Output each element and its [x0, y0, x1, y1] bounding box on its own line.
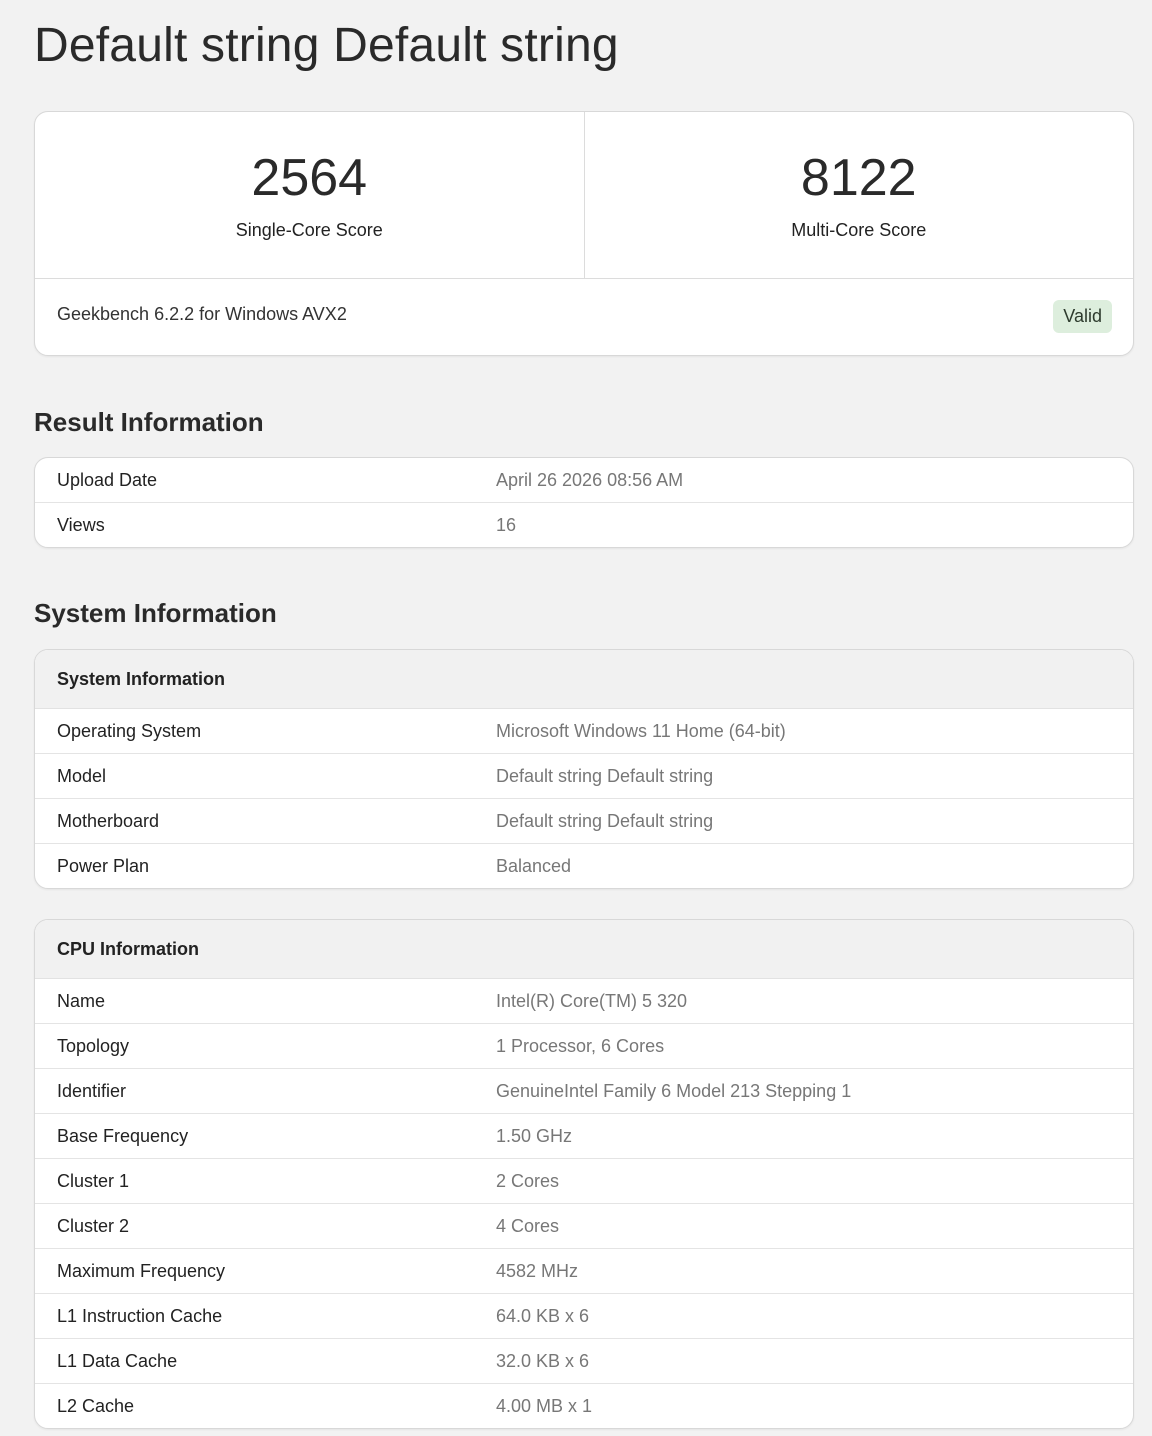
row-value: April 26 2026 08:56 AM — [496, 469, 684, 490]
system-information-heading: System Information — [34, 598, 277, 628]
row-value: 1 Processor, 6 Cores — [496, 1035, 665, 1056]
row-value: 4.00 MB x 1 — [496, 1395, 593, 1416]
table-row: L2 Cache 4.00 MB x 1 — [35, 1384, 1133, 1428]
row-value: 4 Cores — [496, 1215, 560, 1236]
row-value: 64.0 KB x 6 — [496, 1305, 590, 1326]
row-label: L1 Instruction Cache — [57, 1305, 223, 1326]
row-label: Identifier — [57, 1080, 127, 1101]
table-row: Identifier GenuineIntel Family 6 Model 21… — [35, 1069, 1133, 1114]
table-row: Upload Date April 26 2026 08:56 AM — [35, 458, 1133, 503]
row-label: Name — [57, 990, 106, 1011]
single-core-score: 2564 Single-Core Score — [35, 112, 584, 278]
table-row: L1 Data Cache 32.0 KB x 6 — [35, 1339, 1133, 1384]
cpu-information-table: CPU Information Name Intel(R) Core(TM) 5 … — [34, 919, 1134, 1429]
multi-core-label: Multi-Core Score — [791, 220, 927, 240]
row-value: GenuineIntel Family 6 Model 213 Stepping… — [496, 1080, 852, 1101]
single-core-label: Single-Core Score — [235, 220, 383, 240]
row-value: 1.50 GHz — [496, 1125, 573, 1146]
table-row: Model Default string Default string — [35, 754, 1133, 799]
system-information-table: System Information Operating System Micro… — [34, 649, 1134, 889]
table-row: Cluster 1 2 Cores — [35, 1159, 1133, 1204]
table-row: L1 Instruction Cache 64.0 KB x 6 — [35, 1294, 1133, 1339]
row-value: 2 Cores — [496, 1170, 560, 1191]
row-label: Views — [57, 514, 105, 535]
cpu-information-table-header: CPU Information — [35, 920, 1133, 979]
benchmark-version: Geekbench 6.2.2 for Windows AVX2 — [57, 304, 347, 324]
multi-core-value: 8122 — [800, 149, 917, 207]
row-value: 4582 MHz — [496, 1260, 579, 1281]
single-core-value: 2564 — [251, 149, 368, 207]
result-information-heading: Result Information — [34, 407, 264, 437]
row-value: Default string Default string — [496, 765, 714, 786]
row-value: Balanced — [496, 855, 572, 876]
table-row: Cluster 2 4 Cores — [35, 1204, 1133, 1249]
row-label: Power Plan — [57, 855, 150, 876]
table-row: Operating System Microsoft Windows 11 Hom… — [35, 709, 1133, 754]
row-label: Maximum Frequency — [57, 1260, 226, 1281]
table-row: Name Intel(R) Core(TM) 5 320 — [35, 979, 1133, 1024]
row-label: Model — [57, 765, 107, 786]
score-card: 2564 Single-Core Score 8122 Multi-Core S… — [34, 111, 1134, 356]
row-label: L1 Data Cache — [57, 1350, 178, 1371]
system-information-table-header: System Information — [35, 650, 1133, 709]
table-row: Base Frequency 1.50 GHz — [35, 1114, 1133, 1159]
table-row: Topology 1 Processor, 6 Cores — [35, 1024, 1133, 1069]
multi-core-score: 8122 Multi-Core Score — [583, 112, 1134, 278]
table-row: Maximum Frequency 4582 MHz — [35, 1249, 1133, 1294]
row-label: Cluster 1 — [57, 1170, 130, 1191]
status-badge: Valid — [1053, 300, 1112, 333]
table-row: Motherboard Default string Default string — [35, 799, 1133, 844]
page-title: Default string Default string — [34, 19, 619, 72]
row-label: Operating System — [57, 720, 202, 741]
table-row: Power Plan Balanced — [35, 844, 1133, 888]
row-value: Intel(R) Core(TM) 5 320 — [496, 990, 688, 1011]
row-label: Base Frequency — [57, 1125, 189, 1146]
row-value: Default string Default string — [496, 810, 714, 831]
result-information-table: Upload Date April 26 2026 08:56 AM Views 16 — [34, 457, 1134, 548]
row-label: Cluster 2 — [57, 1215, 130, 1236]
row-label: Motherboard — [57, 810, 160, 831]
row-label: Upload Date — [57, 469, 158, 490]
row-label: Topology — [57, 1035, 130, 1056]
row-value: Microsoft Windows 11 Home (64-bit) — [496, 720, 786, 741]
row-value: 32.0 KB x 6 — [496, 1350, 590, 1371]
table-row: Views 16 — [35, 503, 1133, 547]
row-label: L2 Cache — [57, 1395, 135, 1416]
row-value: 16 — [496, 514, 517, 535]
